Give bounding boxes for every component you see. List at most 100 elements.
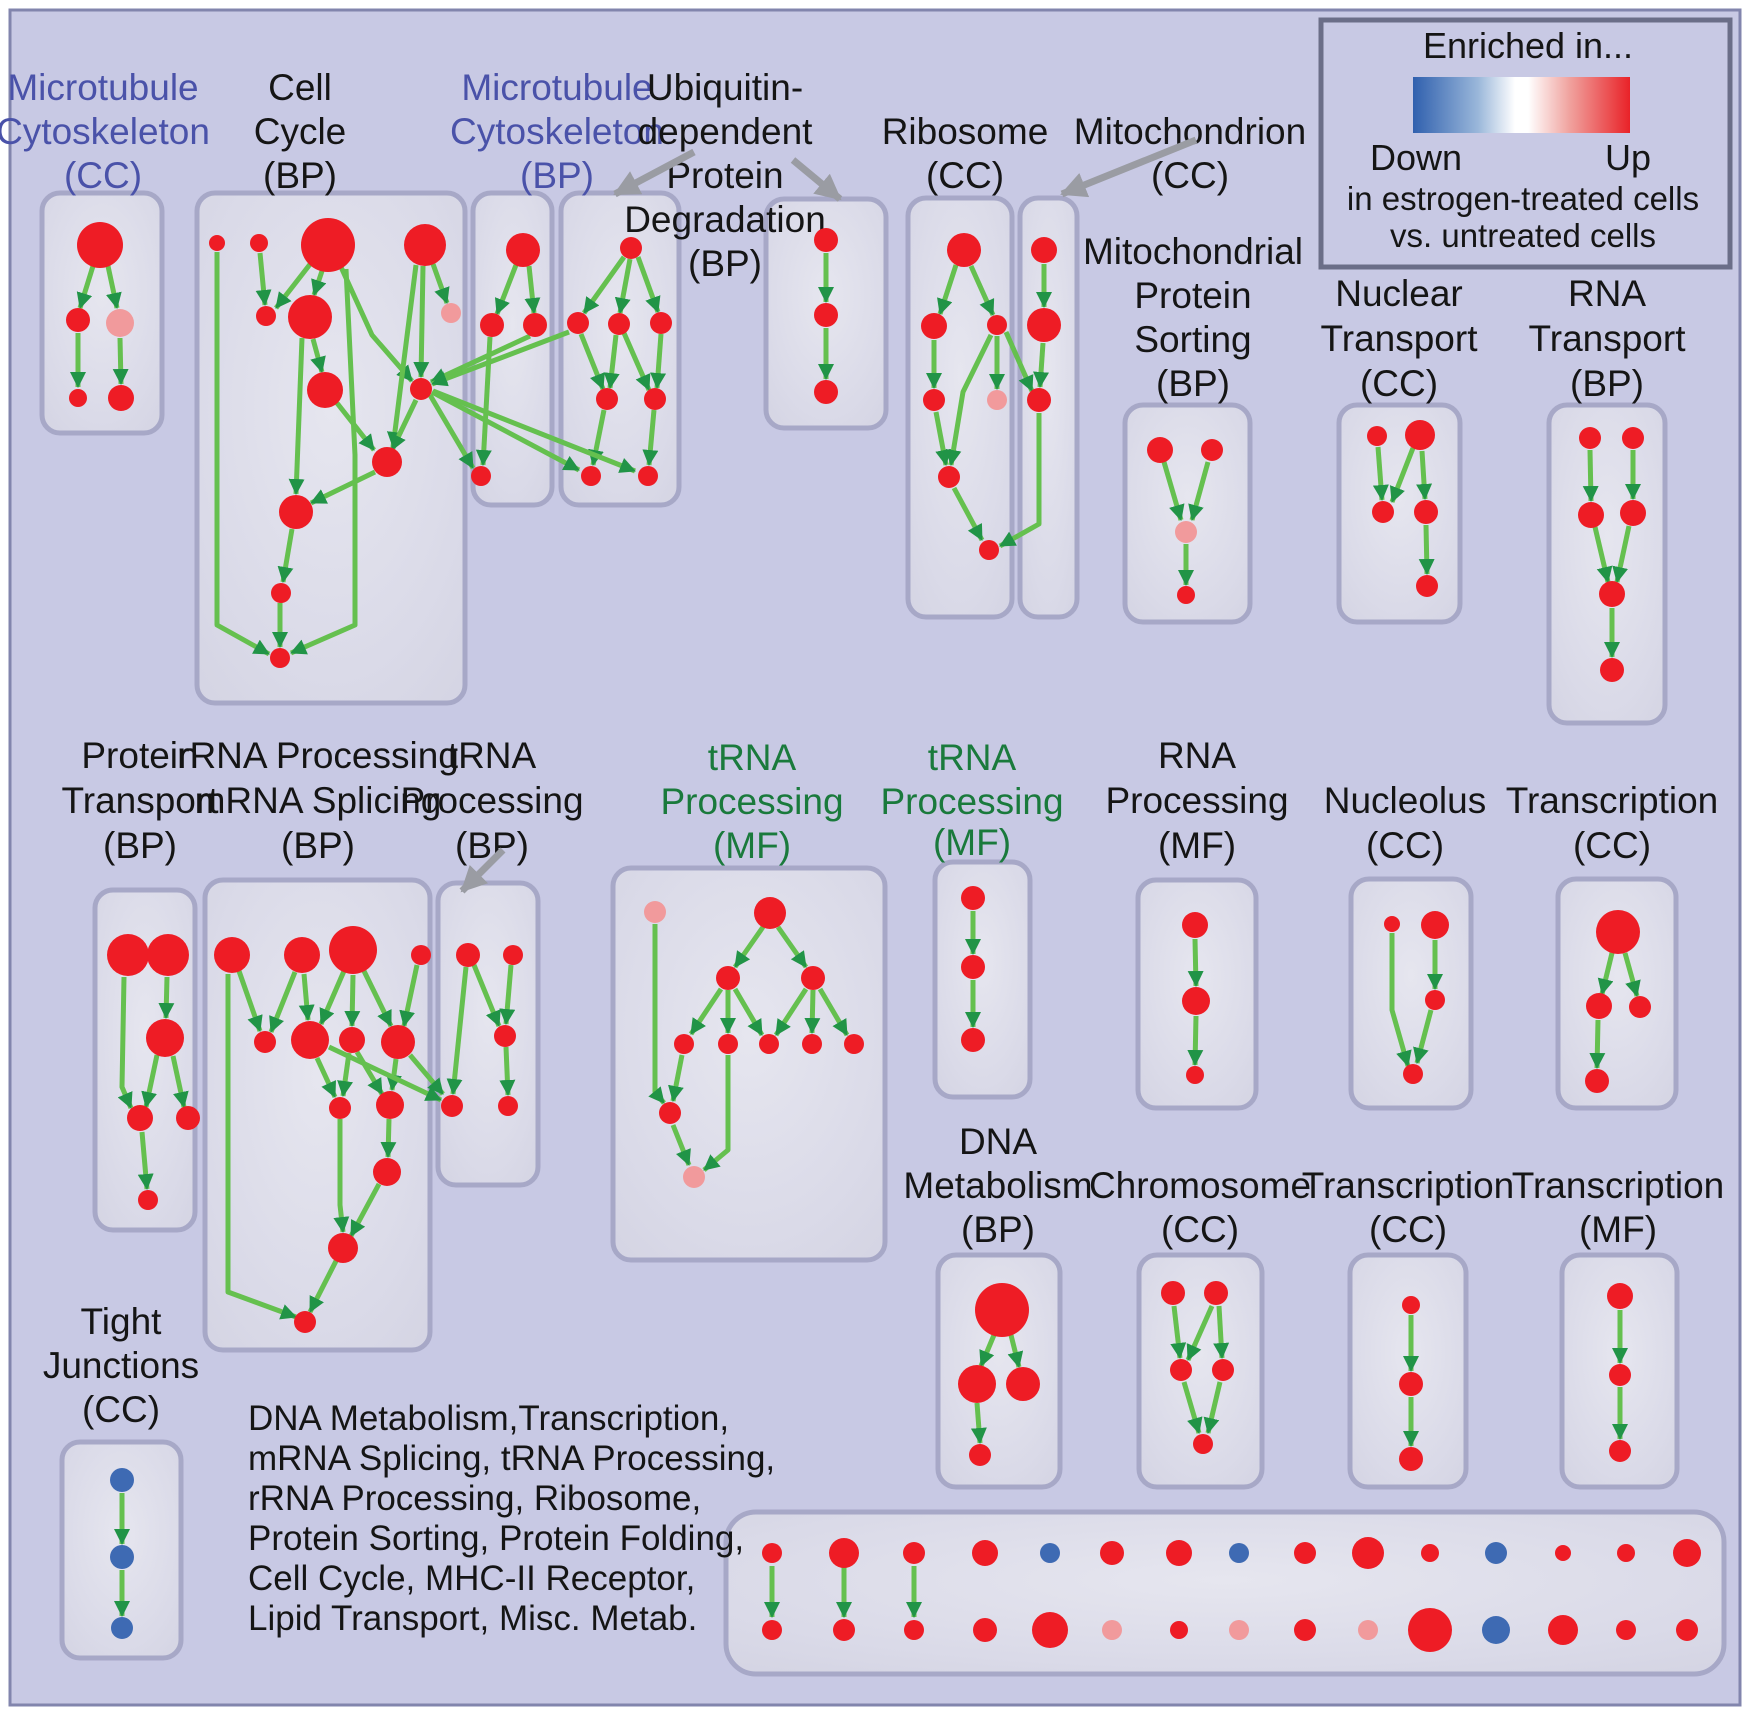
trna-processing-mf-large-edge-2	[775, 925, 809, 969]
trna-processing-bp-node-4	[498, 1096, 518, 1116]
misc-categories-box-top-node-14	[1673, 1539, 1701, 1567]
rrna-processing-mrna-splicing-bp-edge-8	[314, 1056, 338, 1099]
mitochondrial-protein-sorting-bp-label-line: Sorting	[1134, 319, 1251, 360]
ubiquitin-degradation-net-edge-3	[578, 333, 606, 390]
protein-transport-bp-node-2	[146, 1019, 184, 1057]
nuclear-transport-cc-label-line: Transport	[1321, 318, 1479, 359]
nuclear-transport-cc-node-4	[1416, 575, 1438, 597]
mitochondrial-protein-sorting-bp-edge-0	[1161, 461, 1185, 521]
nuclear-transport-cc-box	[1336, 402, 1463, 625]
misc-categories-box-top-node-9	[1352, 1537, 1384, 1569]
cell-cycle-bp-label-line: (BP)	[263, 155, 337, 196]
mitochondrion-cc-node-1	[1027, 308, 1061, 342]
cell-cycle-bp-node-8	[410, 378, 432, 400]
misc-categories-box-top-node-3	[972, 1540, 998, 1566]
ribosome-cc-node-6	[979, 540, 999, 560]
rrna-processing-mrna-splicing-bp-node-4	[254, 1031, 276, 1053]
misc-categories-box-bottom-node-0	[762, 1620, 782, 1640]
ubiquitin-degradation-net-edge-8	[642, 409, 659, 466]
misc-categories-box-top-node-8	[1294, 1542, 1316, 1564]
trna-processing-bp-edge-0	[446, 966, 469, 1095]
transcription-mf-label-line: (MF)	[1579, 1209, 1657, 1250]
ribosome-cc-node-0	[947, 233, 981, 267]
cell-cycle-bp-edge-10	[288, 337, 305, 495]
protein-transport-bp-edge-3	[170, 1055, 189, 1108]
trna-processing-mf-small-label-line: Processing	[880, 781, 1063, 822]
trna-processing-bp-node-1	[503, 945, 523, 965]
trna-processing-mf-large-edge-10	[702, 1055, 731, 1172]
cell-cycle-bp-node-7	[307, 372, 343, 408]
cell-cycle-bp-edge-12	[389, 398, 419, 452]
ubiquitin-degradation-net-edge-5	[621, 331, 652, 392]
trna-processing-bp-node-2	[494, 1025, 516, 1047]
microtubule-cytoskeleton-cc-node-2	[106, 309, 134, 337]
rna-transport-bp-edge-3	[1612, 525, 1632, 583]
nucleolus-cc-label-line: Nucleolus	[1324, 780, 1486, 821]
ubiquitin-degradation-net-node-2	[608, 313, 630, 335]
category-note-line-0: DNA Metabolism,Transcription,	[248, 1399, 729, 1438]
transcription-cc-row2-label-line: Transcription	[1506, 780, 1718, 821]
ubiquitin-degradation-net-edge-4	[603, 334, 620, 389]
microtubule-cytoskeleton-bp-label-line: Cytoskeleton	[450, 111, 664, 152]
rrna-processing-mrna-splicing-bp-node-1	[284, 937, 320, 973]
mitochondrial-protein-sorting-bp-edge-1	[1188, 461, 1211, 521]
rrna-processing-mrna-splicing-bp-node-8	[329, 1097, 351, 1119]
protein-transport-bp-label-line: Protein	[81, 735, 198, 776]
chromosome-cc-node-3	[1212, 1359, 1234, 1381]
ubiquitin-degradation-chain-node-2	[814, 380, 838, 404]
cell-cycle-bp-edge-7	[413, 265, 430, 378]
trna-processing-mf-small-label-line: tRNA	[928, 737, 1017, 778]
trna-processing-mf-large-node-1	[754, 897, 786, 929]
transcription-cc-row2-node-1	[1586, 993, 1612, 1019]
transcription-cc-row2-node-2	[1629, 996, 1651, 1018]
category-note-line-4: Cell Cycle, MHC-II Receptor,	[248, 1559, 695, 1598]
misc-categories-box-bottom-node-11	[1482, 1616, 1510, 1644]
misc-categories-box-bottom-node-7	[1229, 1620, 1249, 1640]
nuclear-transport-cc-edge-3	[1418, 524, 1435, 575]
trna-processing-bp-edge-1	[471, 964, 502, 1027]
transcription-mf-node-1	[1609, 1364, 1631, 1386]
nuclear-transport-cc-node-1	[1405, 420, 1435, 450]
rrna-processing-mrna-splicing-bp-node-7	[381, 1025, 415, 1059]
ubiquitin-degradation-net-edge-2	[635, 256, 661, 313]
microtubule-cytoskeleton-cc-label-line: Cytoskeleton	[0, 111, 210, 152]
misc-categories-box-bottom-node-13	[1616, 1620, 1636, 1640]
misc-categories-box-top-node-1	[829, 1538, 859, 1568]
trna-processing-mf-large-edge-7	[804, 989, 821, 1034]
mitochondrial-protein-sorting-bp-node-1	[1201, 439, 1223, 461]
cell-cycle-bp-node-6	[441, 303, 461, 323]
misc-categories-box	[723, 1509, 1727, 1677]
rna-transport-bp-label-line: Transport	[1529, 318, 1687, 359]
cell-cycle-bp-node-10	[279, 495, 313, 529]
microtubule-cytoskeleton-cc-label-line: (CC)	[64, 155, 142, 196]
trna-processing-mf-small-node-1	[961, 955, 985, 979]
protein-transport-bp-edge-4	[137, 1131, 154, 1190]
rna-processing-mf-node-0	[1182, 912, 1208, 938]
misc-categories-box-bottom-node-2	[904, 1620, 924, 1640]
mitochondrial-protein-sorting-bp-node-0	[1147, 437, 1173, 463]
mitochondrial-protein-sorting-bp-node-2	[1175, 521, 1197, 543]
cross-edge-cellcycle-hub-to-microtubule-bp	[427, 393, 476, 470]
cell-cycle-bp-node-0	[209, 235, 225, 251]
transcription-cc-row2-box	[1555, 876, 1679, 1111]
misc-categories-box-top-node-2	[903, 1542, 925, 1564]
ubiquitin-degradation-net-node-5	[644, 388, 666, 410]
rna-processing-mf-label-line: RNA	[1158, 735, 1236, 776]
misc-categories-box-top-node-7	[1229, 1543, 1249, 1563]
ribosome-cc-edge-0	[937, 264, 959, 315]
cell-cycle-bp-edge-4	[289, 268, 358, 656]
trna-processing-mf-large-edge-5	[732, 987, 765, 1037]
tight-junctions-cc-node-2	[111, 1617, 133, 1639]
cross-edge-cellcycle-hub-to-ubiquitin-left	[430, 389, 581, 473]
rrna-processing-mrna-splicing-bp-edge-12	[380, 1118, 397, 1158]
microtubule-cytoskeleton-cc-edge-0	[76, 265, 96, 309]
rrna-processing-mrna-splicing-bp-edge-15	[307, 1259, 339, 1314]
cell-cycle-bp-node-4	[256, 306, 276, 326]
nucleolus-cc-node-2	[1425, 990, 1445, 1010]
cell-cycle-bp-edge-3	[311, 270, 327, 296]
dna-metabolism-bp-node-0	[975, 1283, 1029, 1337]
trna-processing-mf-large-edge-11	[670, 1124, 692, 1166]
tight-junctions-cc-label-line: (CC)	[82, 1389, 160, 1430]
trna-processing-bp-edge-3	[499, 1046, 516, 1096]
cross-edge-ribosome-to-mitochondrion	[1003, 330, 1035, 393]
